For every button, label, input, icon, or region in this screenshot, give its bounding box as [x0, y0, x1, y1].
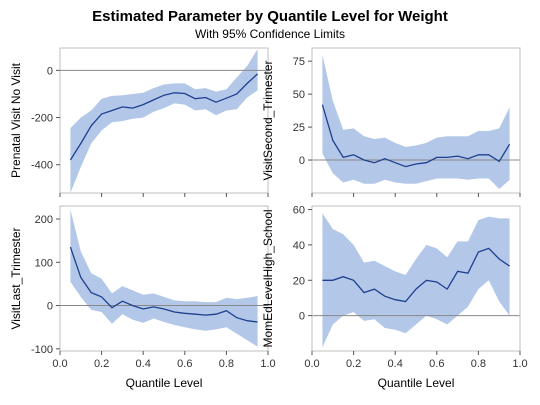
x-axis-label: Quantile Level — [378, 376, 455, 390]
estimate-line — [321, 104, 511, 168]
chart-subtitle: With 95% Confidence Limits — [194, 27, 346, 41]
x-tick-label: 0.2 — [94, 358, 109, 370]
confidence-band — [70, 209, 258, 347]
y-tick-label: 0 — [47, 65, 53, 77]
confidence-band — [322, 213, 510, 348]
y-tick-label: 50 — [293, 89, 305, 101]
panel-2: 0 25 50 75 VisitSecond_Trimester — [261, 47, 521, 197]
confidence-band — [70, 49, 258, 194]
panel-3: -100 0 100 200 0.0 0.2 0.4 0.6 0.8 1.0 VisitLast_T… — [9, 205, 276, 390]
y-tick-label: 100 — [35, 257, 53, 269]
y-tick-label: 60 — [293, 205, 305, 217]
x-tick-label: 0.8 — [219, 358, 234, 370]
x-tick-label: 0.6 — [429, 358, 444, 370]
panel-1: -400 -200 0 Prenatal Visit No Visit — [9, 47, 269, 197]
x-tick-label: 0.4 — [388, 358, 403, 370]
y-tick-label: 25 — [293, 122, 305, 134]
x-tick-label: 0.2 — [346, 358, 361, 370]
panel-frame — [59, 47, 269, 194]
x-tick-label: 1.0 — [260, 358, 275, 370]
panel-frame — [311, 205, 521, 352]
x-tick-label: 1.0 — [512, 358, 527, 370]
x-tick-label: 0.8 — [471, 358, 486, 370]
panel-frame — [59, 205, 269, 352]
y-tick-label: 0 — [299, 155, 305, 167]
y-tick-label: 0 — [47, 301, 53, 313]
estimate-line — [69, 73, 259, 161]
y-tick-label: 20 — [293, 275, 305, 287]
estimate-line — [69, 246, 258, 323]
y-axis-label: MomEdLevelHigh_School — [261, 209, 275, 347]
x-tick-label: 0.4 — [136, 358, 151, 370]
y-axis-label: VisitLast_Trimester — [9, 227, 23, 329]
panel-4: 0 20 40 60 0.0 0.2 0.4 0.6 0.8 1.0 MomEdLevelHigh_… — [261, 205, 528, 390]
y-tick-label: 40 — [293, 240, 305, 252]
x-tick-label: 0.6 — [177, 358, 192, 370]
estimate-line — [322, 247, 510, 303]
x-tick-label: 0.0 — [52, 358, 67, 370]
chart-title: Estimated Parameter by Quantile Level fo… — [92, 8, 448, 25]
x-tick-label: 0.0 — [304, 358, 319, 370]
y-tick-label: -200 — [31, 113, 53, 125]
y-tick-label: 0 — [299, 311, 305, 323]
y-tick-label: -400 — [31, 160, 53, 172]
y-axis-label: VisitSecond_Trimester — [261, 60, 275, 180]
y-axis-label: Prenatal Visit No Visit — [9, 62, 23, 178]
x-axis-label: Quantile Level — [126, 376, 203, 390]
y-tick-label: -100 — [31, 344, 53, 356]
y-tick-label: 75 — [293, 56, 305, 68]
panel-frame — [311, 47, 521, 194]
confidence-band — [322, 54, 510, 189]
y-tick-label: 200 — [35, 214, 53, 226]
